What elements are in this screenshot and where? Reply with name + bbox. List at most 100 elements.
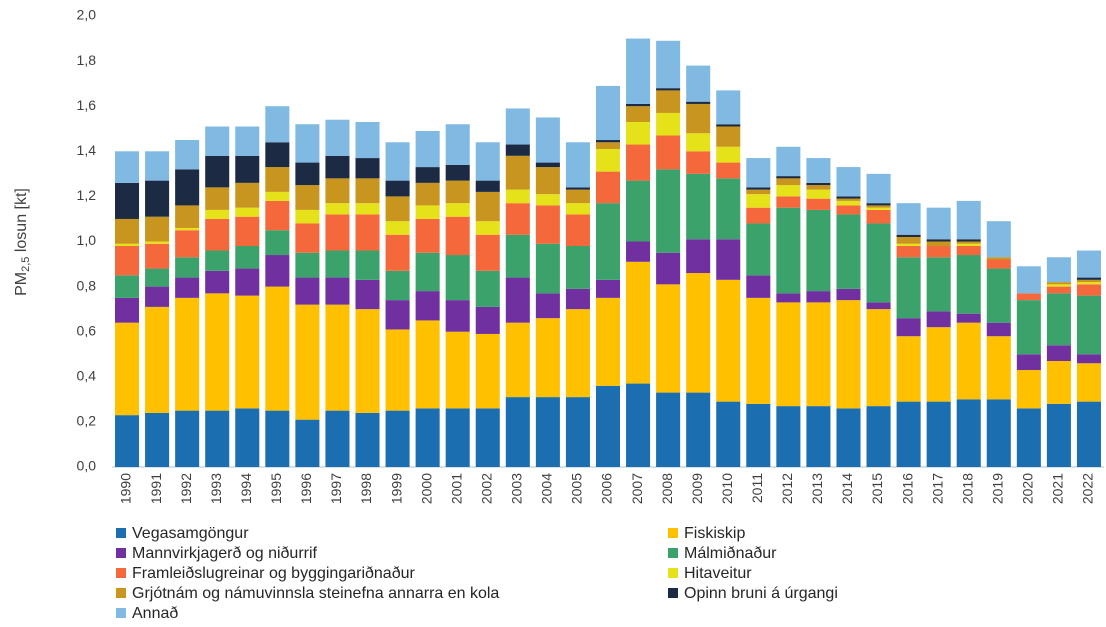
bar-segment (656, 88, 681, 91)
bar-segment (475, 191, 500, 222)
bar-segment (746, 223, 771, 276)
bar-segment (325, 119, 350, 156)
bar-segment (535, 205, 560, 244)
bar-segment (626, 383, 651, 467)
x-tick-label: 2014 (839, 473, 855, 504)
bar-segment (475, 142, 500, 181)
y-tick-label: 1,2 (77, 187, 97, 203)
bar-segment (535, 318, 560, 398)
bar-segment (325, 178, 350, 204)
bar-segment (415, 167, 440, 183)
bar-segment (325, 304, 350, 411)
y-tick-label: 0,8 (77, 277, 97, 293)
bar-segment (746, 194, 771, 208)
bar-segment (355, 121, 380, 159)
bar-segment (415, 291, 440, 321)
bar-segment (1016, 293, 1041, 301)
bar-segment (475, 270, 500, 307)
bar-segment (265, 410, 290, 467)
bar-segment (505, 277, 530, 323)
legend-label: Hitaveitur (684, 565, 752, 582)
y-tick-label: 1,4 (77, 142, 97, 158)
bar-segment (205, 250, 230, 271)
bar-segment (956, 243, 981, 247)
bar-segment (205, 293, 230, 411)
bar-segment (265, 191, 290, 201)
bar-segment (145, 243, 170, 269)
bar-segment (445, 124, 470, 165)
bar-segment (866, 209, 891, 224)
bar-segment (866, 302, 891, 310)
y-tick-label: 0,4 (77, 368, 97, 384)
bar-segment (716, 162, 741, 179)
x-tick-label: 2009 (689, 473, 705, 504)
bar-segment (175, 230, 200, 258)
bar-segment (325, 250, 350, 278)
bar-segment (385, 234, 410, 271)
bar-segment (265, 255, 290, 287)
bar-segment (716, 178, 741, 240)
bar-segment (505, 322, 530, 398)
bar-segment (1076, 295, 1101, 355)
bar-segment (716, 146, 741, 163)
bar-segment (926, 246, 951, 258)
bar-segment (926, 327, 951, 402)
bar-segment (355, 412, 380, 467)
bar-segment (265, 200, 290, 231)
bar-segment (626, 261, 651, 384)
x-tick-label: 2012 (779, 473, 795, 504)
legend-swatch (116, 548, 126, 558)
bar-segment (535, 117, 560, 163)
bar-segment (205, 187, 230, 210)
bar-segment (385, 270, 410, 301)
bar-segment (355, 214, 380, 251)
bar-segment (295, 252, 320, 278)
bar-segment (235, 126, 260, 156)
bar-segment (175, 297, 200, 411)
bar-segment (415, 320, 440, 409)
bar-segment (475, 234, 500, 271)
bar-segment (716, 126, 741, 147)
bar-segment (355, 279, 380, 310)
bar-segment (1076, 363, 1101, 402)
bar-segment (686, 101, 711, 104)
bar-segment (656, 135, 681, 170)
bar-segment (746, 158, 771, 188)
bar-segment (716, 239, 741, 280)
bar-segment (836, 205, 861, 215)
y-label-sub: 2,5 (20, 257, 32, 272)
bar-segment (385, 329, 410, 411)
bar-segment (535, 194, 560, 206)
bar-segment (746, 187, 771, 190)
bar-segment (565, 214, 590, 247)
bar-segment (415, 131, 440, 168)
bar-segment (445, 255, 470, 301)
bar-segment (415, 252, 440, 292)
bar-segment (806, 406, 831, 467)
bar-segment (205, 218, 230, 251)
x-tick-label: 1991 (148, 473, 164, 504)
bar-segment (235, 182, 260, 208)
bar-segment (1046, 282, 1071, 285)
bar-segment (956, 200, 981, 240)
bar-segment (565, 203, 590, 215)
bar-segment (656, 40, 681, 89)
legend-label: Fiskiskip (684, 525, 745, 542)
bar-segment (295, 304, 320, 420)
x-tick-label: 2000 (418, 473, 434, 504)
bar-segment (836, 200, 861, 206)
bar-segment (926, 207, 951, 240)
bar-segment (746, 275, 771, 298)
bar-segment (926, 241, 951, 247)
bar-segment (656, 112, 681, 136)
bar-segment (1076, 279, 1101, 283)
bar-segment (175, 169, 200, 206)
bar-segment (595, 85, 621, 141)
bar-segment (115, 297, 140, 323)
legend-swatch (116, 568, 126, 578)
bar-segment (866, 223, 891, 303)
bar-segment (235, 207, 260, 217)
bar-segment (175, 277, 200, 298)
bar-segment (956, 239, 981, 242)
bar-segment (776, 406, 801, 467)
